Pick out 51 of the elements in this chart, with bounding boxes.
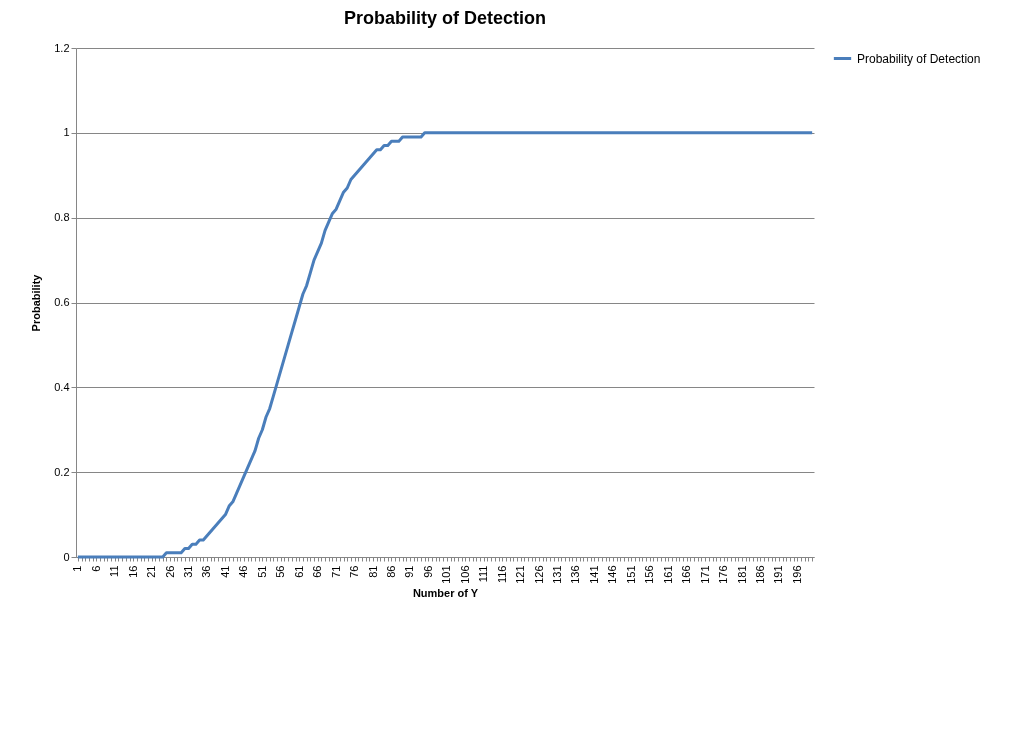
x-tick-label: 101: [440, 565, 453, 584]
y-tick-label: 0.6: [54, 296, 70, 308]
x-tick-label: 106: [458, 565, 471, 584]
x-tick-label: 86: [384, 565, 397, 578]
x-tick-label: 1: [71, 565, 84, 572]
x-tick-label: 61: [292, 565, 305, 578]
y-tick-label: 0.8: [54, 211, 70, 224]
x-tick-label: 146: [606, 565, 619, 584]
x-tick-label: 26: [163, 565, 176, 578]
x-tick-label: 51: [255, 565, 268, 578]
x-tick-label: 191: [772, 565, 785, 584]
x-tick-label: 156: [643, 565, 656, 584]
x-tick-label: 111: [477, 565, 490, 583]
x-tick-label: 121: [514, 565, 527, 584]
x-tick-label: 36: [200, 565, 213, 578]
y-tick-label: 0: [63, 550, 70, 563]
y-tick-label: 1: [63, 126, 70, 139]
x-tick-label: 81: [366, 565, 379, 578]
x-tick-label: 31: [182, 565, 195, 578]
x-tick-label: 56: [274, 565, 287, 578]
y-axis-title: Probability: [30, 273, 43, 332]
x-tick-label: 126: [532, 565, 545, 584]
x-tick-label: 21: [145, 565, 158, 578]
x-tick-label: 6: [89, 565, 102, 572]
x-tick-label: 131: [551, 565, 564, 584]
x-tick-label: 11: [108, 565, 121, 577]
x-tick-label: 151: [624, 565, 637, 584]
x-tick-label: 186: [753, 565, 766, 584]
y-tick-label: 0.4: [54, 380, 70, 393]
x-tick-label: 171: [698, 565, 711, 584]
x-tick-label: 76: [348, 565, 361, 578]
legend-label: Probability of Detection: [857, 51, 981, 66]
x-tick-label: 16: [126, 565, 139, 578]
x-tick-label: 181: [735, 565, 748, 584]
x-tick-label: 116: [495, 565, 508, 584]
y-tick-label: 0.2: [54, 465, 70, 478]
x-tick-label: 91: [403, 565, 416, 578]
x-tick-label: 161: [661, 565, 674, 584]
x-tick-label: 46: [237, 565, 250, 578]
x-tick-label: 141: [587, 565, 600, 584]
x-tick-label: 41: [218, 565, 231, 578]
x-tick-label: 166: [680, 565, 693, 584]
x-tick-label: 96: [421, 565, 434, 578]
x-tick-label: 136: [569, 565, 582, 584]
x-tick-label: 196: [790, 565, 803, 584]
x-tick-label: 71: [329, 565, 342, 578]
y-tick-label: 1.2: [54, 41, 70, 54]
x-tick-label: 66: [311, 565, 324, 578]
x-axis-title: Number of Y: [412, 586, 479, 599]
x-tick-label: 176: [717, 565, 730, 584]
chart-title: Probability of Detection: [343, 8, 547, 28]
